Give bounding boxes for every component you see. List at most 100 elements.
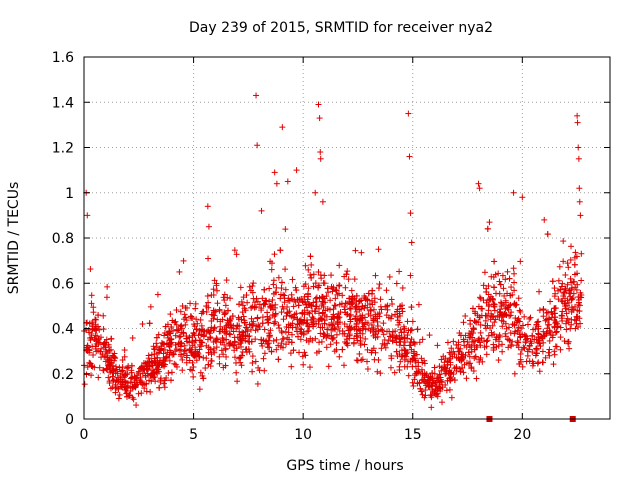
data-point: [166, 351, 173, 358]
data-point: [234, 378, 241, 385]
data-point: [575, 155, 582, 162]
data-point: [533, 336, 540, 343]
data-point: [273, 180, 280, 187]
data-point: [138, 364, 145, 371]
data-point: [544, 309, 551, 316]
data-point: [502, 299, 509, 306]
data-point: [267, 304, 274, 311]
data-point: [333, 346, 340, 353]
data-point: [233, 359, 240, 366]
data-point: [166, 357, 173, 364]
data-point: [451, 377, 458, 384]
data-point: [411, 376, 418, 383]
data-point: [238, 316, 245, 323]
data-point: [502, 276, 509, 283]
data-point: [483, 299, 490, 306]
data-point: [469, 334, 476, 341]
data-point: [287, 322, 294, 329]
data-point: [460, 336, 467, 343]
data-point: [210, 345, 217, 352]
data-point: [447, 361, 454, 368]
data-point: [439, 399, 446, 406]
data-point: [336, 353, 343, 360]
data-point: [119, 378, 126, 385]
data-point: [496, 290, 503, 297]
data-point: [345, 276, 352, 283]
data-point: [383, 287, 390, 294]
data-point: [205, 255, 212, 262]
data-point: [264, 344, 271, 351]
data-point: [160, 340, 167, 347]
data-point: [333, 339, 340, 346]
data-point: [434, 342, 441, 349]
data-point: [565, 264, 572, 271]
data-point: [491, 258, 498, 265]
data-point: [155, 331, 162, 338]
data-point: [293, 167, 300, 174]
data-point: [552, 329, 559, 336]
data-point: [200, 332, 207, 339]
data-point: [103, 336, 110, 343]
data-point: [242, 324, 249, 331]
data-point: [306, 364, 313, 371]
data-point: [96, 364, 103, 371]
data-point: [154, 354, 161, 361]
data-point: [388, 355, 395, 362]
data-point: [442, 355, 449, 362]
data-point: [374, 322, 381, 329]
data-point: [233, 369, 240, 376]
data-point: [191, 353, 198, 360]
data-point: [189, 352, 196, 359]
data-point: [408, 336, 415, 343]
data-point: [92, 332, 99, 339]
data-point: [559, 308, 566, 315]
data-point: [130, 396, 137, 403]
data-point: [335, 323, 342, 330]
data-point: [396, 268, 403, 275]
data-point: [408, 326, 415, 333]
data-point: [177, 333, 184, 340]
data-point: [404, 363, 411, 370]
data-point: [511, 370, 518, 377]
data-point: [499, 323, 506, 330]
data-point: [565, 338, 572, 345]
data-point: [175, 327, 182, 334]
data-point: [375, 356, 382, 363]
data-point: [418, 366, 425, 373]
data-point: [239, 302, 246, 309]
data-point: [288, 331, 295, 338]
data-point: [218, 347, 225, 354]
data-point: [207, 334, 214, 341]
data-point: [568, 243, 575, 250]
data-point: [575, 324, 582, 331]
data-point: [284, 178, 291, 185]
data-point: [551, 323, 558, 330]
data-point: [406, 153, 413, 160]
data-point: [505, 344, 512, 351]
data-point: [405, 372, 412, 379]
data-point: [295, 302, 302, 309]
data-point: [284, 309, 291, 316]
data-point: [559, 298, 566, 305]
data-point: [562, 285, 569, 292]
data-point: [208, 351, 215, 358]
data-point: [455, 348, 462, 355]
data-point: [149, 362, 156, 369]
data-point: [426, 332, 433, 339]
data-point: [240, 294, 247, 301]
data-point: [197, 316, 204, 323]
data-point: [417, 385, 424, 392]
data-point: [164, 331, 171, 338]
data-point: [512, 302, 519, 309]
data-point: [353, 326, 360, 333]
data-point: [279, 336, 286, 343]
data-point: [488, 273, 495, 280]
data-point: [146, 377, 153, 384]
data-point: [409, 356, 416, 363]
data-point: [284, 303, 291, 310]
data-point: [112, 389, 119, 396]
data-point: [573, 286, 580, 293]
data-point: [573, 317, 580, 324]
data-point: [385, 337, 392, 344]
data-point: [515, 339, 522, 346]
